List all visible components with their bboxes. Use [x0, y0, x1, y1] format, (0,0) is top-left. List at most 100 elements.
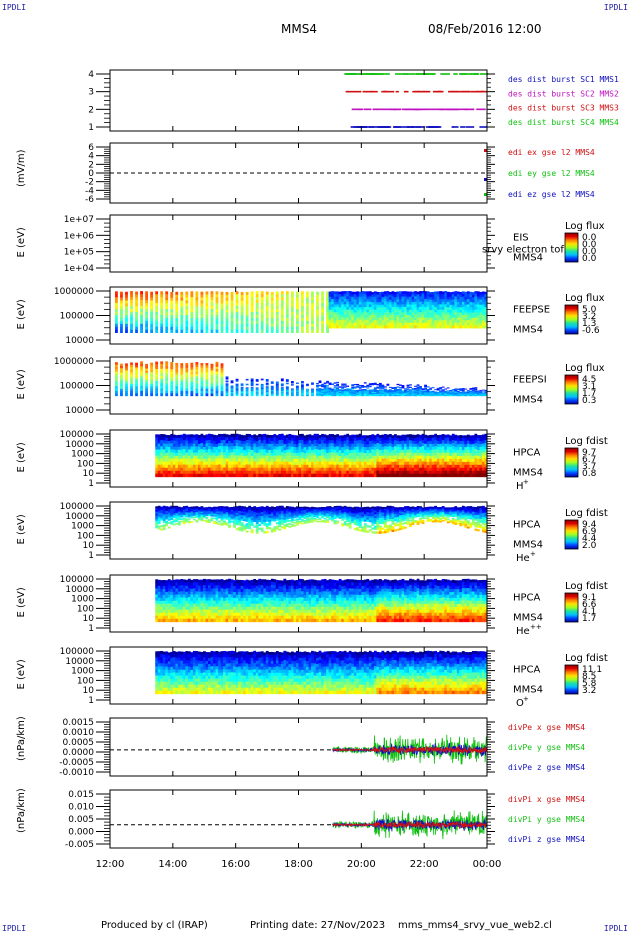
panel-feepse-cell: [145, 291, 148, 295]
panel-feepse-cell: [346, 304, 350, 308]
panel-feepsi-cell: [346, 391, 350, 393]
panel-feepse-cell: [130, 302, 133, 307]
panel-hpca_h-cell: [351, 464, 355, 469]
panel-feepse-cell: [469, 302, 473, 306]
panel-hpca_h-cell: [348, 458, 352, 463]
panel-feepsi-cell: [401, 387, 405, 389]
panel-hpca_h-cell: [451, 464, 455, 468]
panel-hpca_h-cell: [225, 455, 229, 459]
panel-hpca_h-cell: [341, 470, 345, 475]
panel-feepse-cell: [220, 315, 224, 319]
panel-hpca_h-cell: [401, 458, 405, 463]
panel-feepsi-cell: [200, 370, 204, 373]
panel-feepsi-cell: [348, 389, 352, 391]
panel-hpca_h-cell: [192, 434, 196, 439]
panel-feepsi-cell: [474, 392, 478, 394]
panel-hpca_h-cell: [167, 441, 171, 445]
panel-feepsi-cell: [255, 378, 259, 381]
panel-feepse-cell: [419, 314, 422, 318]
panel-hpca_h-spacecraft-label: MMS4: [513, 468, 543, 479]
panel-feepsi-cell: [295, 386, 299, 389]
panel-hpca_h-cell: [243, 444, 247, 448]
panel-feepsi-cell: [416, 388, 420, 390]
panel-hpca_h-cell: [469, 467, 473, 472]
panel-hpca_h-cell: [441, 434, 445, 438]
panel-hpca_h-cell: [185, 464, 189, 469]
panel-hpca_h-cell: [192, 452, 196, 457]
panel-hpca_h-cell: [388, 473, 392, 478]
panel-feepsi-cell: [434, 393, 438, 395]
panel-hpca_h-cell: [190, 452, 194, 456]
panel-feepsi-cell: [356, 389, 360, 392]
panel-hpca_h-cell: [208, 442, 211, 447]
panel-feepsi-cell: [250, 392, 254, 394]
panel-feepse-cell: [476, 304, 480, 308]
panel-feepse-cell: [255, 305, 259, 310]
panel-feepse-cell: [180, 323, 184, 328]
panel-feepse-cell: [185, 297, 189, 301]
panel-hpca_h-cell: [218, 449, 221, 453]
panel-feepse-cell: [120, 312, 123, 316]
panel-feepsi-cell: [421, 393, 425, 395]
panel-hpca_h-cell: [273, 458, 277, 462]
panel-hpca_h-cell: [248, 443, 252, 447]
panel-feepse-cell: [481, 317, 485, 321]
panel-feepsi-cell: [135, 383, 138, 387]
panel-hpca_h-cell: [157, 455, 161, 459]
panel-hpca_h-cell: [200, 464, 204, 468]
panel-hpca_h-cell: [361, 441, 365, 445]
panel-feepse-cell: [336, 299, 340, 303]
panel-feepsi-cell: [170, 366, 174, 370]
panel-hpca_h-cell: [308, 440, 312, 444]
panel-hpca_h-cell: [351, 467, 355, 472]
panel-feepsi-cell: [358, 390, 362, 392]
panel-feepse-cell: [200, 306, 204, 310]
panel-feepse-colorbar-tick: -0.6: [582, 326, 600, 336]
panel-hpca_h-cell: [318, 458, 322, 463]
panel-hpca_h-cell: [270, 464, 274, 469]
panel-feepsi-cell: [205, 391, 209, 394]
panel-hpca_h-cell: [162, 455, 166, 459]
panel-hpca_h-cell: [368, 437, 372, 442]
panel-feepsi-cell: [451, 393, 455, 395]
panel-feepse-cell: [361, 309, 365, 313]
panel-hpca_h-cell: [240, 464, 244, 469]
panel-feepse-cell: [205, 309, 209, 313]
panel-feepse-cell: [333, 293, 337, 297]
panel-hpca_h-cell: [461, 464, 465, 469]
panel-feepse-cell: [471, 315, 475, 319]
panel-hpca_h-cell: [213, 437, 216, 442]
panel-hpca_h-cell: [172, 467, 176, 472]
panel-hpca_h-cell: [205, 434, 209, 438]
panel-feepse-cell: [333, 320, 337, 324]
panel-feepse-cell: [449, 325, 453, 329]
panel-feepse-cell: [245, 321, 249, 325]
panel-feepsi-cell: [441, 395, 445, 397]
panel-hpca_h-cell: [366, 461, 370, 466]
panel-feepsi-cell: [361, 394, 365, 397]
panel-hpca_h-cell: [444, 443, 448, 448]
panel-hpca_h-cell: [167, 443, 171, 448]
panel-feepsi-cell: [270, 392, 274, 394]
panel-hpca_h-cell: [331, 464, 334, 468]
panel-hpca_h-cell: [180, 437, 184, 442]
panel-hpca_h-cell: [401, 473, 405, 478]
panel-feepsi-cell: [165, 361, 169, 365]
panel-feepsi-cell: [341, 387, 345, 389]
panel-hpca_h-cell: [303, 467, 307, 472]
panel-feepse-cell: [409, 296, 412, 300]
panel-hpca_h-cell: [245, 467, 249, 472]
panel-feepse-cell: [316, 312, 319, 316]
panel-feepsi-cell: [358, 386, 362, 388]
panel-feepse-cell: [155, 303, 159, 307]
panel-hpca_h-cell: [439, 449, 443, 454]
panel-hpca_h-cell: [162, 461, 166, 465]
panel-feepse-cell: [431, 302, 435, 306]
panel-feepsi-cell: [235, 384, 239, 387]
panel-feepsi-cell: [155, 373, 159, 377]
panel-feepse-cell: [210, 311, 214, 316]
panel-feepsi-cell: [270, 393, 274, 396]
panel-hpca_h-cell: [220, 443, 224, 447]
panel-feepsi-cell: [270, 389, 274, 391]
panel-feepsi-cell: [130, 376, 133, 380]
